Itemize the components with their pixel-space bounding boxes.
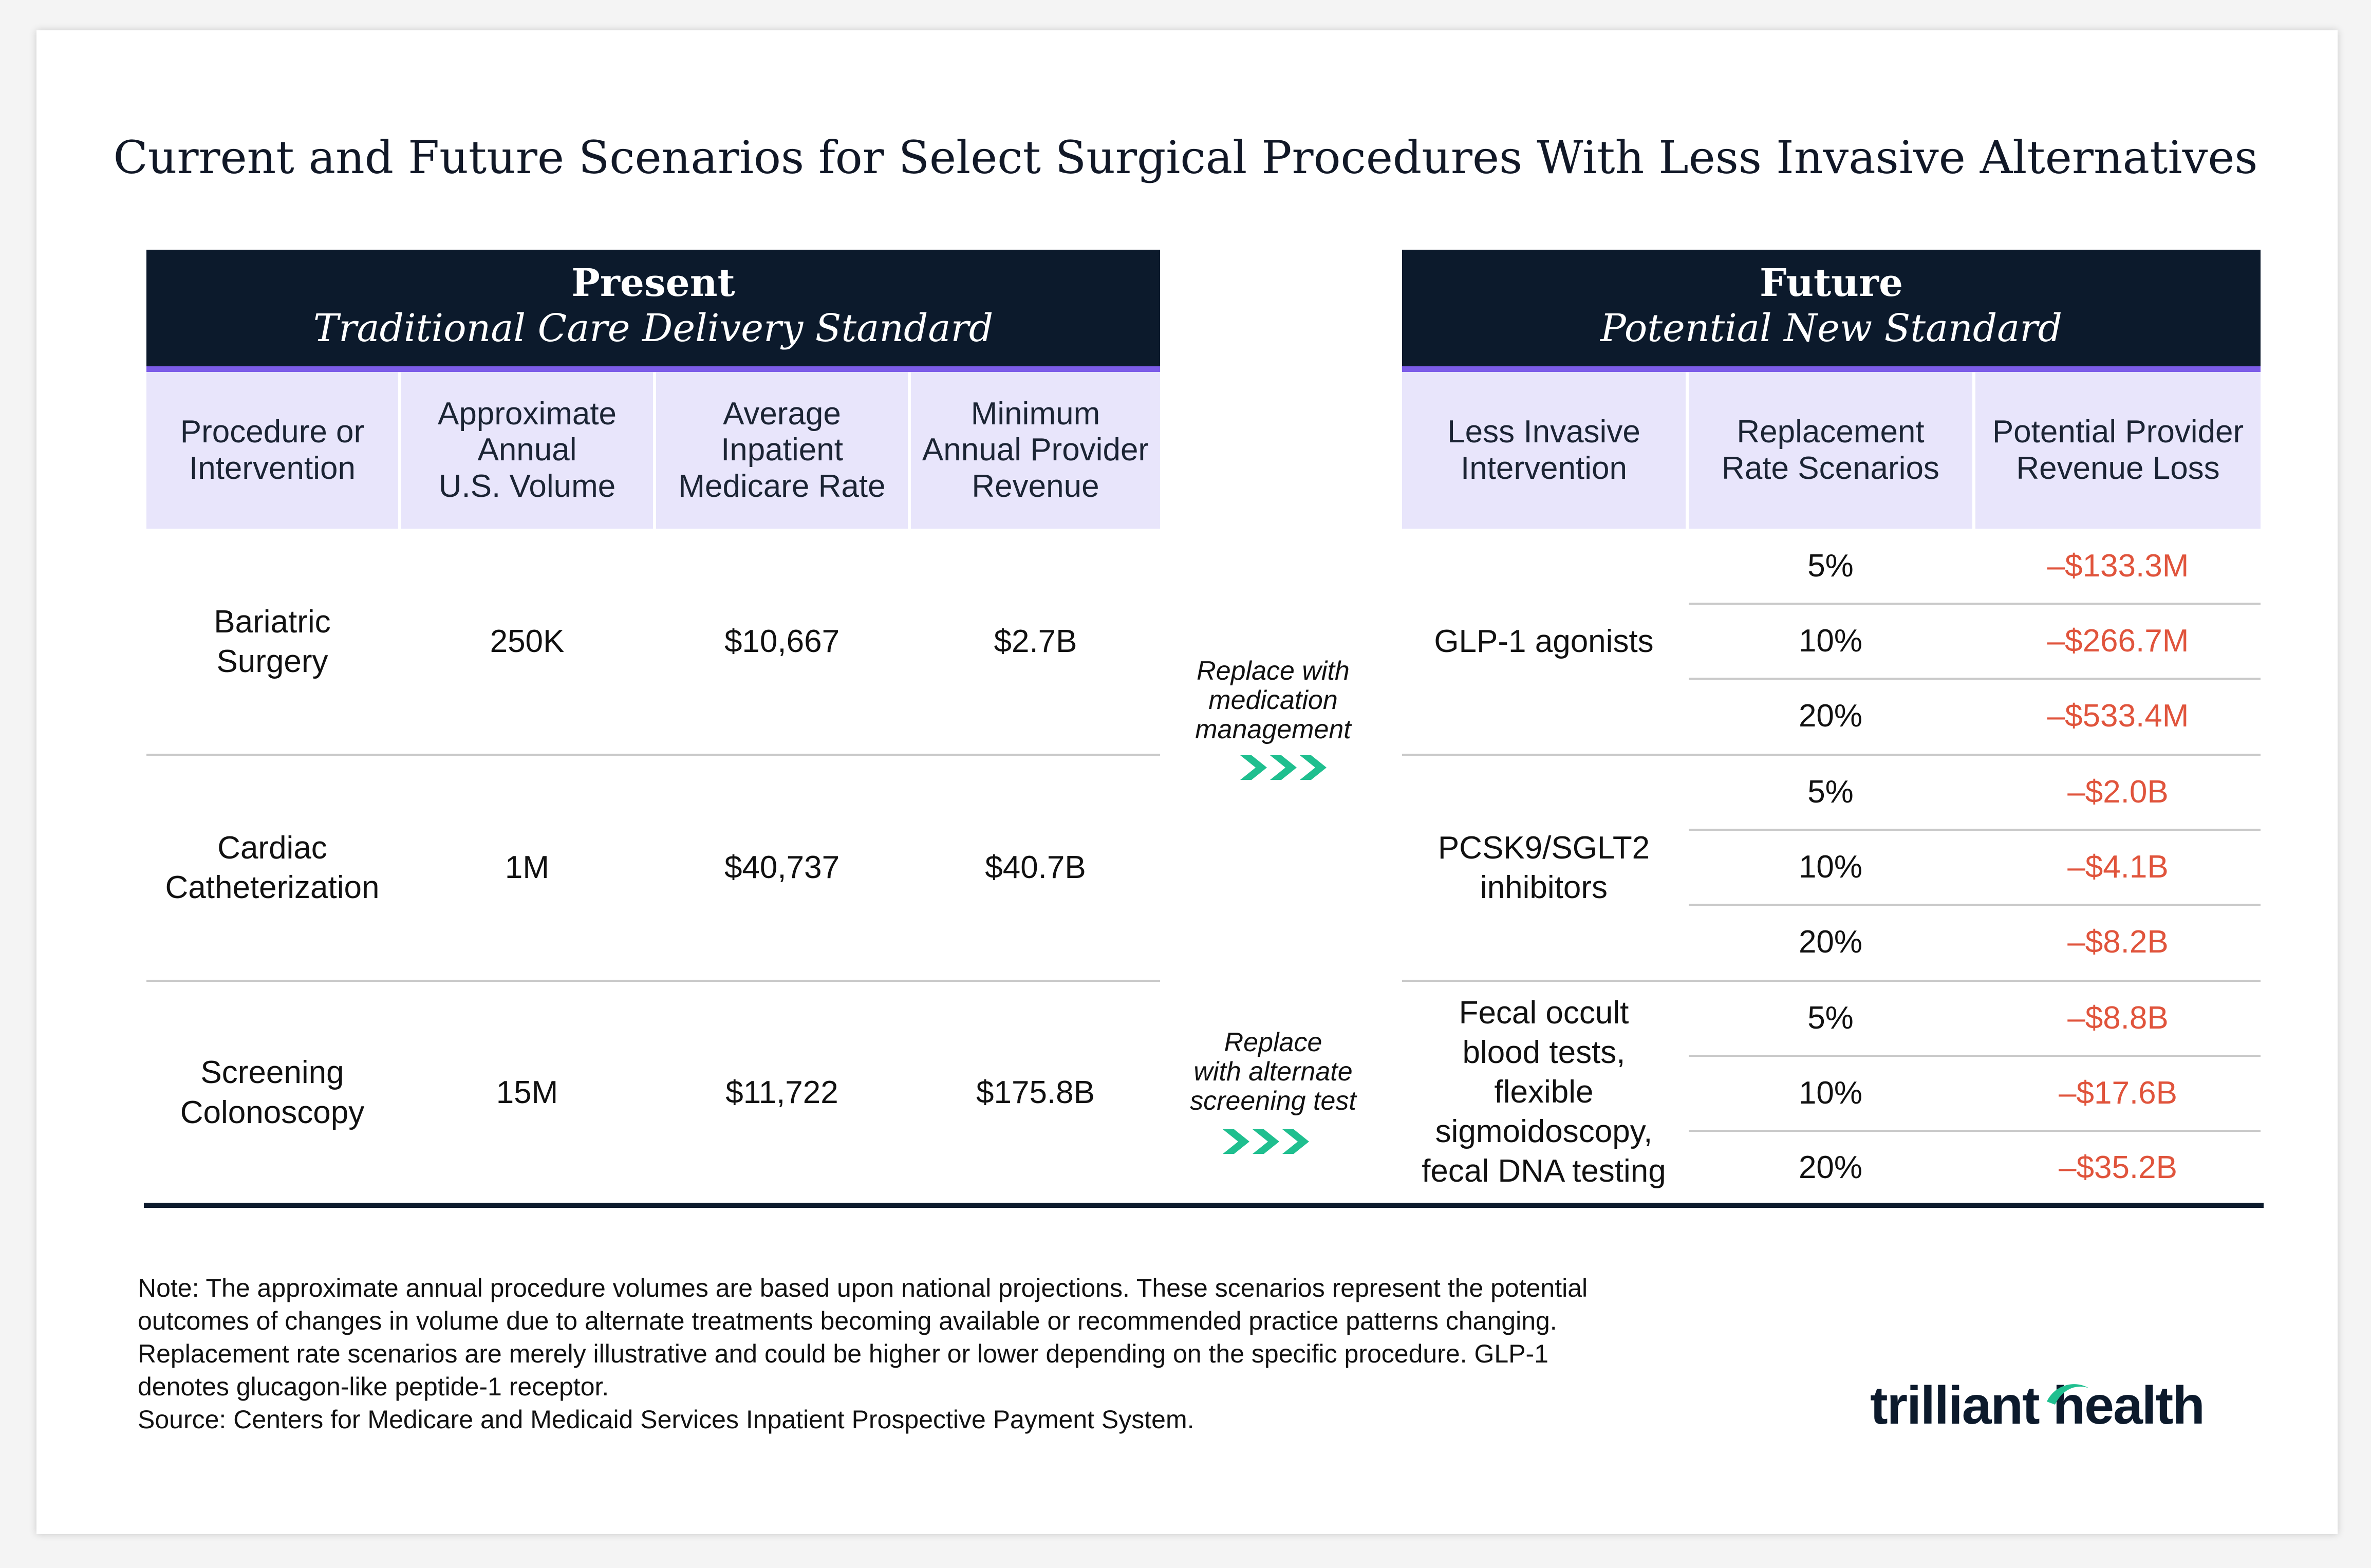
replacement-rate-cell: 10%: [1798, 623, 1863, 659]
scenario-divider: [1689, 603, 2261, 605]
row-divider: [146, 980, 1160, 982]
table-bottom-rule: [144, 1203, 2264, 1208]
arrow-label-medication: Replace with medication management: [1195, 656, 1351, 745]
revenue-loss-cell: –$2.0B: [2067, 774, 2169, 810]
revenue-loss-cell: –$133.3M: [2047, 548, 2189, 584]
col-header-revenue-loss: Potential Provider Revenue Loss: [1975, 372, 2261, 529]
footnote-line: outcomes of changes in volume due to alt…: [138, 1306, 1557, 1335]
footnote: Note: The approximate annual procedure v…: [138, 1272, 1833, 1436]
revenue-loss-cell: –$4.1B: [2067, 849, 2169, 885]
volume-cell: 15M: [496, 1074, 558, 1110]
arrow-label-screening: Replace with alternate screening test: [1190, 1028, 1356, 1116]
revenue-loss-cell: –$533.4M: [2047, 698, 2189, 734]
scenario-divider: [1689, 1130, 2261, 1132]
replacement-rate-cell: 10%: [1798, 1075, 1863, 1111]
revenue-loss-cell: –$8.2B: [2067, 924, 2169, 960]
scenario-divider: [1689, 829, 2261, 831]
group-divider: [1402, 754, 2261, 756]
source-line: Source: Centers for Medicare and Medicai…: [138, 1405, 1194, 1434]
col-header-procedure: Procedure or Intervention: [146, 372, 398, 529]
medicare-rate-cell: $10,667: [724, 624, 840, 660]
provider-revenue-cell: $40.7B: [985, 850, 1086, 886]
present-heading: Present: [571, 261, 735, 305]
chevrons-right-icon: [1240, 755, 1327, 780]
replacement-rate-cell: 5%: [1807, 548, 1854, 584]
scenario-divider: [1689, 678, 2261, 680]
figure-title: Current and Future Scenarios for Select …: [113, 131, 2258, 184]
revenue-loss-cell: –$35.2B: [2059, 1149, 2177, 1185]
present-subheading: Traditional Care Delivery Standard: [313, 306, 994, 350]
volume-cell: 1M: [505, 850, 550, 886]
revenue-loss-cell: –$266.7M: [2047, 623, 2189, 659]
scenario-divider: [1689, 904, 2261, 906]
present-header: Present Traditional Care Delivery Standa…: [146, 250, 1160, 372]
footnote-line: Note: The approximate annual procedure v…: [138, 1274, 1588, 1302]
procedure-cell: Screening Colonoscopy: [180, 1055, 365, 1130]
replacement-rate-cell: 20%: [1798, 698, 1863, 734]
revenue-loss-cell: –$17.6B: [2059, 1075, 2177, 1111]
chevrons-right-icon: [1223, 1129, 1309, 1154]
replacement-rate-cell: 5%: [1807, 774, 1854, 810]
col-header-volume: Approximate Annual U.S. Volume: [401, 372, 653, 529]
group-divider: [1402, 980, 2261, 982]
future-heading: Future: [1759, 261, 1903, 305]
replacement-rate-cell: 20%: [1798, 924, 1863, 960]
future-subheading: Potential New Standard: [1600, 306, 2063, 350]
procedure-cell: Cardiac Catheterization: [165, 830, 380, 906]
replacement-rate-cell: 5%: [1807, 1000, 1854, 1036]
medicare-rate-cell: $11,722: [725, 1074, 838, 1110]
medicare-rate-cell: $40,737: [724, 850, 840, 886]
scenario-divider: [1689, 1055, 2261, 1057]
revenue-loss-cell: –$8.8B: [2067, 1000, 2169, 1036]
intervention-cell: GLP-1 agonists: [1434, 624, 1654, 660]
trilliant-health-logo: trilliant health: [1870, 1376, 2205, 1435]
replacement-rate-cell: 20%: [1798, 1149, 1863, 1185]
procedure-cell: Bariatric Surgery: [214, 604, 331, 680]
intervention-cell: PCSK9/SGLT2 inhibitors: [1437, 830, 1650, 906]
intervention-cell: Fecal occult blood tests, flexible sigmo…: [1422, 995, 1666, 1189]
future-header: Future Potential New Standard: [1402, 250, 2261, 372]
footnote-line: Replacement rate scenarios are merely il…: [138, 1339, 1548, 1368]
replacement-rate-cell: 10%: [1798, 849, 1863, 885]
col-header-less-invasive: Less Invasive Intervention: [1402, 372, 1686, 529]
volume-cell: 250K: [490, 624, 565, 660]
col-header-medicare-rate: Average Inpatient Medicare Rate: [656, 372, 908, 529]
col-header-replacement-rate: Replacement Rate Scenarios: [1689, 372, 1972, 529]
provider-revenue-cell: $175.8B: [976, 1074, 1095, 1110]
logo-swoosh-icon: [2047, 1384, 2089, 1405]
provider-revenue-cell: $2.7B: [994, 624, 1077, 660]
footnote-line: denotes glucagon-like peptide-1 receptor…: [138, 1372, 609, 1401]
row-divider: [146, 754, 1160, 756]
col-header-provider-revenue: Minimum Annual Provider Revenue: [911, 372, 1160, 529]
